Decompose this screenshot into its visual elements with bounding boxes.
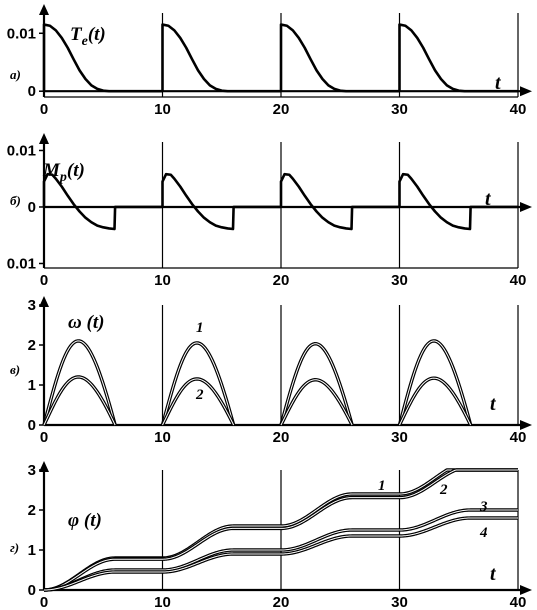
panel-2-x-tick-label-30: 30 [391, 272, 408, 289]
phi-series-2-label: 2 [439, 482, 448, 498]
panel-3-series-1-arch-2 [160, 341, 236, 426]
panel-4-series-3-inner [43, 509, 518, 591]
panel-4-x-tick-label-0: 0 [40, 594, 48, 610]
phi-series-1-label: 1 [378, 478, 386, 494]
panel-1-y-tick-label-0: 0 [28, 83, 36, 100]
omega-series-1-label: 1 [196, 320, 204, 336]
panel-2-x-tick-label-10: 10 [154, 272, 171, 289]
panel-1-y-tick-label-1: 0.01 [7, 25, 36, 42]
panel-3-series-2-arch-3-inner [280, 379, 353, 426]
panel-1-x-tick-label-30: 30 [391, 101, 408, 118]
panel-3-series-2-arch-1-inner [43, 376, 116, 426]
panel-1-pulse-1 [42, 23, 163, 93]
panel-2-pulse-2 [161, 172, 281, 231]
panel-3-series-1-arch-2-inner [162, 342, 235, 426]
panel-3-x-tick-label-40: 40 [510, 429, 527, 446]
function-label-phi: φ (t) [68, 510, 102, 531]
panel-1-x-tick-label-0: 0 [40, 101, 48, 118]
panel-3-y-tick-label-0: 0 [28, 417, 36, 434]
grid-layer [161, 13, 519, 590]
panel-2-pulse-3 [279, 172, 400, 231]
x-symbol-v: t [490, 393, 497, 415]
panel-3-series-2-arch-4-inner [399, 377, 472, 426]
panel-1-pulse-4 [398, 23, 518, 93]
panel-4-x-tick-label-10: 10 [154, 594, 171, 610]
panel-2-pulse-1 [42, 172, 163, 231]
panel-4-y-tick-label-1: 1 [28, 542, 36, 559]
panel-3-x-tick-label-10: 10 [154, 429, 171, 446]
x-symbol-b: t [485, 188, 492, 210]
panel-4-x-tick-label-30: 30 [391, 594, 408, 610]
panel-3-x-tick-label-20: 20 [273, 429, 290, 446]
panel-3-series-1-arch-4-inner [399, 340, 472, 426]
panel-tag-a: a) [10, 67, 21, 82]
panel-1-x-tick-label-10: 10 [154, 101, 171, 118]
panel-3-series-1-arch-1 [42, 339, 117, 426]
panel-4-y-tick-label-0: 0 [28, 582, 36, 599]
panel-2-x-tick-label-0: 0 [40, 272, 48, 289]
panel-2-y-tick-label-1: 0 [28, 199, 36, 216]
panel-3-series-1-arch-3 [279, 342, 354, 426]
panel-3-y-tick-label-3: 3 [28, 297, 36, 314]
axes-layer [39, 4, 532, 595]
panel-tag-g: г) [10, 540, 19, 555]
panel-4-x-tick-label-40: 40 [510, 594, 527, 610]
panel-2-x-tick-label-40: 40 [510, 272, 527, 289]
function-label-omega: ω (t) [68, 312, 104, 333]
x-symbol-g: t [490, 563, 497, 585]
function-label-te: Te(t) [70, 24, 106, 49]
panel-3-series-1-arch-3-inner [280, 343, 353, 426]
panel-3-series-2-arch-2-inner [162, 378, 235, 426]
panel-3-x-tick-label-30: 30 [391, 429, 408, 446]
panel-2-y-tick-label-0: 0.01 [7, 255, 36, 272]
phi-series-3-label: 3 [479, 499, 488, 515]
panel-1-pulse-3 [279, 23, 400, 93]
panel-1-x-axis-arrow [520, 86, 532, 97]
panel-2-x-tick-label-20: 20 [273, 272, 290, 289]
panel-3-x-axis-arrow [520, 420, 532, 430]
panel-4-y-tick-label-3: 3 [28, 462, 36, 479]
panel-tag-v: в) [10, 362, 20, 377]
panel-2-pulse-4 [398, 172, 518, 231]
phi-series-4-label: 4 [479, 525, 488, 541]
panel-4-series-4-inner [43, 517, 518, 591]
panel-3-series-1-arch-4 [397, 339, 473, 426]
panel-3-series-1-arch-1-inner [43, 340, 116, 426]
panel-4-series-2-inner [43, 469, 518, 591]
panel-2-y-tick-label-2: 0.01 [7, 142, 36, 159]
x-symbol-a: t [495, 72, 502, 94]
panel-1-pulse-2 [161, 23, 281, 93]
panel-4-x-tick-label-20: 20 [273, 594, 290, 610]
panel-tag-b: б) [10, 193, 21, 208]
panel-1-x-tick-label-20: 20 [273, 101, 290, 118]
panel-4-x-axis-arrow [520, 585, 532, 595]
panel-2-x-axis-arrow [520, 201, 532, 212]
omega-series-2-label: 2 [195, 387, 204, 403]
series-layer [42, 23, 519, 592]
panel-4-y-tick-label-2: 2 [28, 502, 36, 519]
text-layer: a) б) в) г) Te(t) Mp(t) ω (t) φ (t) t t … [10, 24, 502, 585]
panel-1-y-axis-arrow [39, 4, 49, 15]
panel-2-y-axis-arrow [39, 133, 49, 144]
panel-3-x-tick-label-0: 0 [40, 429, 48, 446]
panel-3-y-tick-label-1: 1 [28, 377, 36, 394]
panel-3-y-tick-label-2: 2 [28, 337, 36, 354]
function-label-mp: Mp(t) [42, 160, 85, 185]
panel-1-x-tick-label-40: 40 [510, 101, 527, 118]
